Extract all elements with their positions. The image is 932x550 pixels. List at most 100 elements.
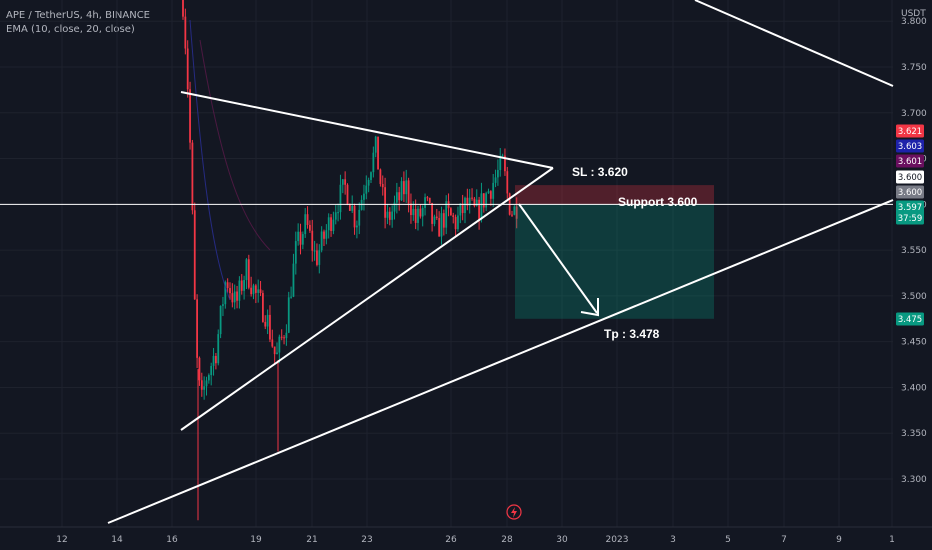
- candle-body: [226, 282, 229, 289]
- candle-body: [414, 209, 417, 223]
- candle-body: [224, 282, 227, 305]
- candle-body: [186, 48, 189, 90]
- time-axis[interactable]: 12 14 16 19 21 23 26 28 30 2023 3 5 7 9 1: [0, 526, 932, 545]
- candle-body: [417, 208, 419, 223]
- candle-body: [407, 180, 410, 204]
- projection-arrow-head: [580, 298, 599, 317]
- price-tag-value: 3.621: [898, 127, 922, 137]
- price-tag: [896, 139, 924, 153]
- price-tick-label: 3.550: [901, 246, 927, 256]
- candle-body: [196, 299, 198, 358]
- price-tag: [896, 200, 924, 225]
- candle-body: [381, 184, 384, 188]
- candle-body: [421, 207, 424, 217]
- candle-body: [238, 280, 241, 301]
- candle-body: [372, 152, 375, 173]
- candle-body: [341, 179, 344, 185]
- candle-body: [475, 199, 478, 206]
- candle-body: [184, 16, 187, 49]
- stop-loss-zone: [515, 185, 714, 205]
- candle-body: [386, 211, 389, 218]
- candle-body: [276, 352, 278, 355]
- currency-label: USDT: [901, 9, 926, 19]
- ema-line-10: [189, 19, 231, 301]
- candle-body: [207, 375, 210, 381]
- candle-body: [243, 280, 245, 291]
- price-tick-label: 3.450: [901, 338, 927, 348]
- bolt-icon-glyph: [511, 507, 517, 518]
- candle-body: [480, 193, 483, 220]
- trend-lines[interactable]: [0, 0, 894, 524]
- support-label: Support 3.600: [618, 195, 698, 209]
- candle-body: [236, 291, 238, 301]
- price-tag-value: 3.597: [898, 203, 922, 213]
- candle-body: [426, 197, 429, 199]
- candle-body: [254, 285, 257, 293]
- candle-body: [433, 216, 436, 224]
- candle-body: [365, 185, 368, 194]
- candle-body: [316, 250, 318, 265]
- candle-body: [412, 209, 415, 216]
- candle-body: [198, 357, 201, 381]
- symbol-title[interactable]: APE / TetherUS, 4h, BINANCE: [6, 10, 150, 21]
- price-tick-label: 3.800: [901, 17, 927, 27]
- time-tick-label: 7: [781, 535, 787, 545]
- long-support-trendline: [107, 199, 894, 524]
- candle-body: [332, 219, 335, 231]
- candle-body: [311, 230, 314, 251]
- candle-body: [309, 224, 311, 231]
- candle-body: [348, 204, 351, 211]
- candle-body: [501, 155, 504, 157]
- chart-grid: [0, 0, 893, 527]
- candle-body: [205, 380, 208, 387]
- price-tag: [896, 154, 924, 168]
- chart-legend: APE / TetherUS, 4h, BINANCE EMA (10, clo…: [6, 9, 150, 37]
- take-profit-zone: [515, 204, 714, 319]
- candle-body: [257, 289, 260, 293]
- candle-body: [297, 231, 300, 242]
- candle-body: [450, 208, 452, 216]
- time-tick-label: 5: [725, 535, 731, 545]
- candle-body: [360, 199, 363, 210]
- candle-body: [487, 191, 490, 194]
- candle-body: [327, 217, 330, 231]
- price-tick-label: 3.300: [901, 475, 927, 485]
- candle-body: [482, 193, 485, 208]
- candle-body: [219, 305, 222, 335]
- candle-body: [351, 205, 354, 211]
- resistance-trendline: [694, 0, 894, 87]
- candle-body: [468, 197, 471, 206]
- candle-body: [292, 263, 295, 297]
- candle-body: [356, 225, 358, 228]
- price-tag: [896, 312, 924, 326]
- indicator-title[interactable]: EMA (10, close, 20, close): [6, 24, 135, 35]
- candle-body: [283, 337, 285, 339]
- candle-body: [271, 339, 274, 347]
- tp-label: Tp : 3.478: [604, 327, 660, 341]
- price-axis[interactable]: 3.3003.3503.4003.4503.5003.5503.6003.650…: [901, 9, 927, 485]
- price-tag-value: 3.601: [898, 157, 922, 167]
- candle-body: [489, 191, 492, 199]
- price-tag: [896, 185, 924, 199]
- price-tag: [896, 170, 924, 184]
- candle-body: [494, 177, 497, 183]
- candle-body: [264, 321, 267, 327]
- triangle-upper-line: [180, 91, 554, 169]
- candle-body: [440, 213, 443, 237]
- candle-body: [428, 197, 431, 204]
- short-position-tool[interactable]: [515, 185, 714, 319]
- candle-body: [473, 198, 476, 206]
- candle-body: [391, 211, 394, 220]
- candle-body: [457, 215, 459, 230]
- candle-body: [403, 181, 405, 195]
- triangle-lower-line: [180, 167, 554, 431]
- candle-body: [231, 293, 234, 303]
- candle-body: [431, 203, 433, 224]
- candle-body: [240, 280, 243, 291]
- candle-body: [222, 304, 224, 306]
- candle-body: [247, 259, 250, 288]
- time-tick-label: 9: [836, 535, 842, 545]
- price-tag-countdown: 37:59: [898, 214, 923, 224]
- bolt-icon[interactable]: [506, 504, 522, 520]
